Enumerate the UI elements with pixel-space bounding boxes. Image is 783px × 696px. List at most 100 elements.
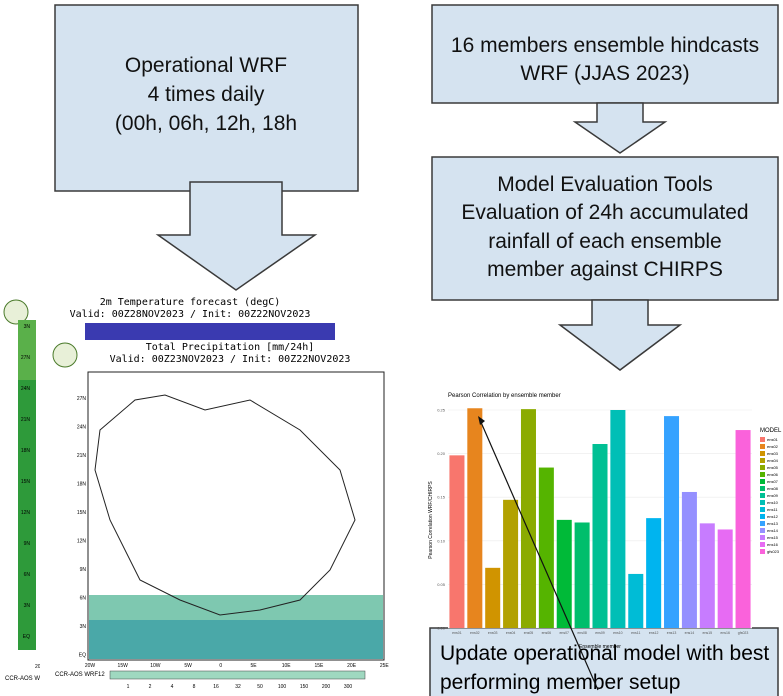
lat-label: 15N: [77, 510, 87, 516]
lon-label: 20E: [347, 663, 357, 669]
bar: [699, 523, 715, 628]
x-tick-label: ens04: [506, 631, 516, 635]
coastline: [94, 394, 356, 616]
bar: [717, 529, 733, 628]
legend-swatch: [760, 493, 765, 498]
x-tick-label: ens15: [703, 631, 713, 635]
lat-label: 12N: [21, 510, 31, 516]
colorbar-label: 300: [344, 684, 353, 690]
box-operational: [54, 4, 359, 192]
x-tick-label: ens10: [613, 631, 623, 635]
lat-label: 3N: [24, 603, 31, 609]
x-tick-label: ens06: [542, 631, 552, 635]
bar: [681, 491, 697, 628]
bar: [610, 410, 626, 628]
colorbar: [109, 670, 366, 680]
lon-label: 20W: [85, 663, 96, 669]
y-tick-label: 0.00: [437, 626, 446, 631]
legend-swatch: [760, 451, 765, 456]
temperature-map: 2m Temperature forecast (degC) Valid: 00…: [3, 297, 335, 682]
legend-swatch: [760, 528, 765, 533]
legend-swatch: [760, 444, 765, 449]
legend-label: ens11: [767, 507, 778, 512]
map-source: CCR-AOS WRF12: [55, 672, 105, 678]
lat-label: 18N: [77, 482, 87, 488]
legend-label: ens02: [767, 444, 779, 449]
legend-label: ens05: [767, 465, 779, 470]
legend-swatch: [760, 465, 765, 470]
legend-swatch: [760, 500, 765, 505]
legend-swatch: [760, 479, 765, 484]
map-strip: [85, 323, 335, 345]
lon-label: 0: [219, 663, 222, 669]
bar: [467, 408, 483, 628]
box-update: [429, 627, 779, 696]
lat-label: 9N: [80, 567, 87, 573]
y-tick-label: 0.10: [437, 538, 446, 543]
box-text: 16 members ensemble hindcasts: [451, 34, 759, 57]
x-tick-label: ens07: [559, 631, 569, 635]
box-text: Update operational model with best: [440, 642, 769, 665]
colorbar-label: 150: [300, 684, 309, 690]
lat-label: 3N: [24, 324, 31, 330]
bar: [538, 467, 554, 628]
bar: [628, 573, 644, 628]
legend-swatch: [760, 458, 765, 463]
lat-label: 15N: [21, 479, 31, 485]
chart-title: Pearson Correlation by ensemble member: [448, 393, 561, 399]
legend-swatch: [760, 549, 765, 554]
lon-label: 15W: [118, 663, 129, 669]
box-text: Model Evaluation Tools: [497, 173, 713, 196]
lon-label: 10W: [150, 663, 161, 669]
box-text: WRF (JJAS 2023): [520, 62, 689, 85]
lat-label: EQ: [79, 653, 86, 659]
box-text: performing member setup: [440, 671, 680, 694]
x-tick-label: ens03: [488, 631, 498, 635]
legend-label: ens06: [767, 472, 779, 477]
legend-swatch: [760, 486, 765, 491]
lat-label: EQ: [23, 634, 30, 640]
box-text: rainfall of each ensemble: [488, 230, 721, 253]
map-strip: [18, 320, 36, 380]
bar: [646, 518, 662, 628]
map-subtitle: Valid: 00Z23NOV2023 / Init: 00Z22NOV2023: [110, 354, 351, 365]
x-tick-label: ens16: [720, 631, 730, 635]
lon-label: 5E: [250, 663, 257, 669]
colorbar-label: 50: [257, 684, 263, 690]
legend-swatch: [760, 542, 765, 547]
legend-label: ens09: [767, 493, 779, 498]
bar: [556, 519, 572, 628]
legend-title: MODEL: [760, 428, 782, 434]
box-text: Operational WRF: [125, 54, 287, 77]
legend-label: ens12: [767, 514, 779, 519]
lon-label: 5W: [184, 663, 192, 669]
colorbar-label: 2: [149, 684, 152, 690]
lat-label: 21N: [21, 417, 31, 423]
map-strip: [18, 320, 36, 650]
x-tick-label: ens05: [524, 631, 534, 635]
legend-label: ens16: [767, 542, 779, 547]
colorbar-label: 8: [193, 684, 196, 690]
x-tick-label: ens08: [577, 631, 587, 635]
legend-swatch: [760, 521, 765, 526]
colorbar-label: 32: [235, 684, 241, 690]
map-source: CCR-AOS WRF12: [5, 676, 55, 682]
arrow: [557, 299, 683, 371]
rain-field: [89, 620, 383, 659]
box-evaluation: [431, 156, 779, 301]
x-tick-label: gfs023: [738, 631, 749, 635]
x-tick-label: ens11: [631, 631, 640, 635]
box-text: member against CHIRPS: [487, 258, 723, 281]
lat-label: 24N: [77, 425, 87, 431]
bar: [574, 522, 590, 628]
colorbar-label: 200: [322, 684, 331, 690]
y-tick-label: 0.05: [437, 582, 446, 587]
legend-label: ens04: [767, 458, 779, 463]
pointer-head: [478, 416, 485, 425]
lat-label: 12N: [77, 539, 87, 545]
colorbar-label: 16: [213, 684, 219, 690]
x-tick-label: ens09: [595, 631, 605, 635]
legend-swatch: [760, 514, 765, 519]
box-text: Evaluation of 24h accumulated: [461, 201, 748, 224]
legend-label: ens10: [767, 500, 779, 505]
